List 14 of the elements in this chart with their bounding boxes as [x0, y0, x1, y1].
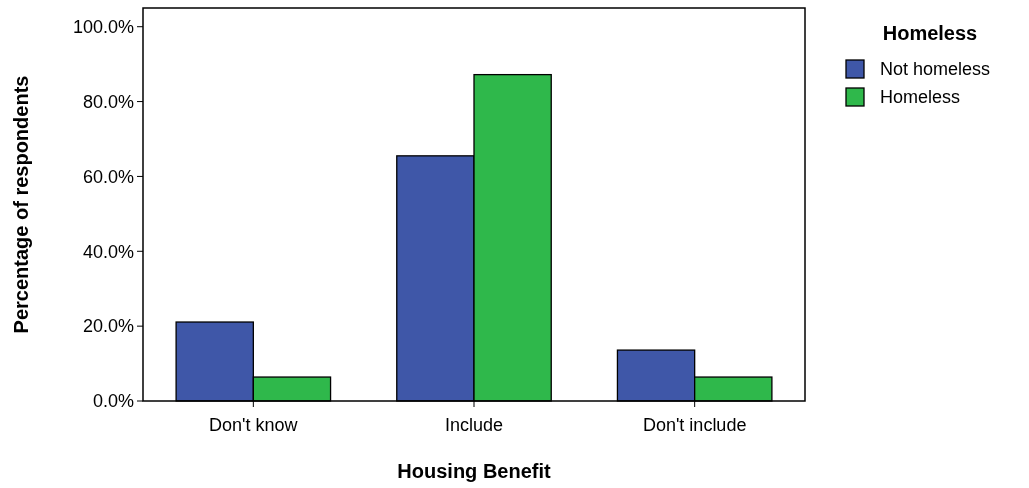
- y-tick-label: 80.0%: [82, 91, 134, 112]
- legend-label: Homeless: [880, 87, 961, 108]
- y-axis-title: Percentage of respondents: [10, 75, 32, 334]
- x-tick-label: Include: [444, 415, 504, 435]
- y-tick-label: 40.0%: [82, 241, 134, 262]
- legend-label: Not homeless: [880, 59, 991, 80]
- y-tick-label: 20.0%: [82, 316, 134, 337]
- x-axis-title: Housing Benefit: [397, 460, 551, 482]
- x-tick-label: Don't know: [209, 415, 299, 435]
- legend-title: Homeless: [882, 22, 978, 44]
- y-tick-label: 100.0%: [72, 17, 134, 38]
- x-tick-label: Don't include: [642, 415, 747, 435]
- y-tick-label: 60.0%: [82, 166, 134, 187]
- y-tick-label: 0.0%: [92, 391, 134, 412]
